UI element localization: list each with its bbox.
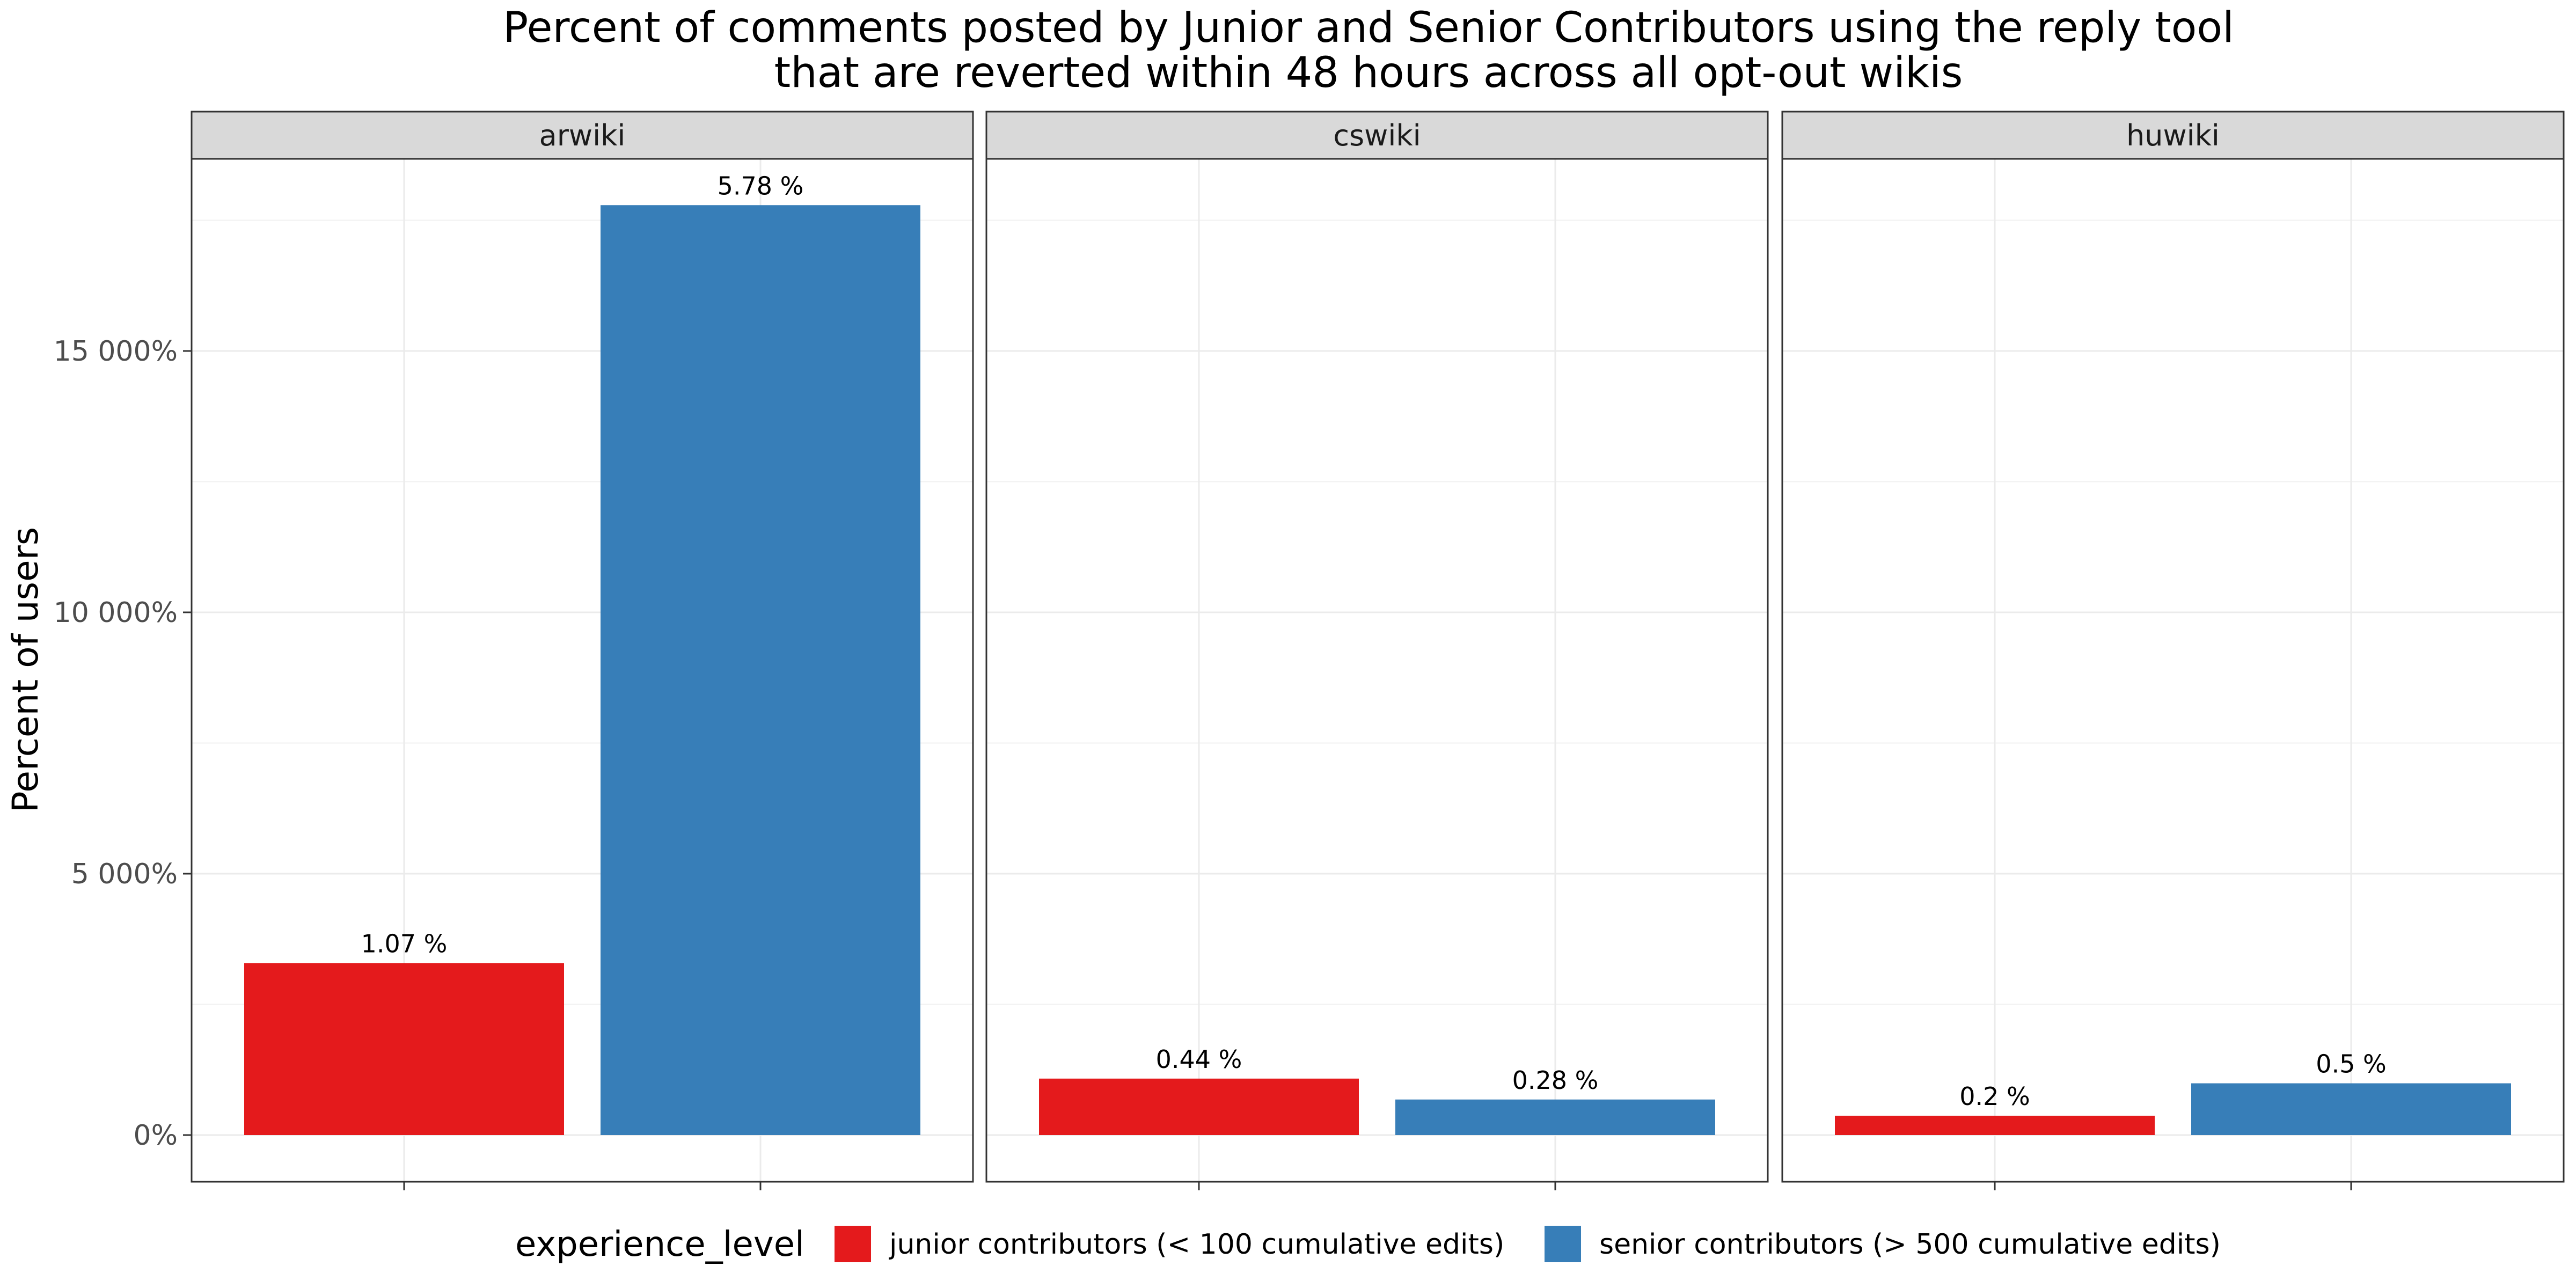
data-label: 0.28 % xyxy=(1512,1066,1599,1095)
facet-strip-label: cswiki xyxy=(1333,119,1421,152)
facet-strip xyxy=(985,111,1769,160)
chart-subtitle: that are reverted within 48 hours across… xyxy=(774,49,1963,97)
legend: experience_level junior contributors (< 1… xyxy=(515,1225,2221,1264)
facet-panel-huwiki: 0.2 % 0.5 % huwiki xyxy=(1781,111,2565,1190)
facet-panels: 1.07 % 5.78 % arwiki 0.44 % 0.28 % cswiki 0.2 … xyxy=(191,111,2565,1190)
data-label: 0.5 % xyxy=(2316,1050,2387,1079)
legend-key-senior xyxy=(1545,1226,1581,1262)
bar-cswiki-junior xyxy=(1039,1078,1359,1135)
facet-strip-label: huwiki xyxy=(2126,119,2220,152)
data-label: 0.2 % xyxy=(1959,1082,2030,1111)
legend-label: junior contributors (< 100 cumulative ed… xyxy=(889,1228,1504,1261)
y-tick-label: 10 000% xyxy=(54,597,178,629)
facet-panel-cswiki: 0.44 % 0.28 % cswiki xyxy=(985,111,1769,1190)
bar-huwiki-junior xyxy=(1835,1115,2155,1135)
panel-background xyxy=(986,159,1768,1182)
data-label: 5.78 % xyxy=(718,171,804,200)
bar-arwiki-senior xyxy=(601,205,920,1135)
chart-title: Percent of comments posted by Junior and… xyxy=(503,4,2234,52)
facet-strip-label: arwiki xyxy=(539,119,626,152)
y-tick-label: 5 000% xyxy=(71,858,178,890)
y-tick-label: 15 000% xyxy=(54,335,178,368)
legend-key-junior xyxy=(835,1226,871,1262)
data-label: 1.07 % xyxy=(361,930,448,958)
legend-label: senior contributors (> 500 cumulative ed… xyxy=(1599,1228,2221,1261)
facet-strip xyxy=(1781,111,2565,160)
bar-huwiki-senior xyxy=(2191,1083,2511,1135)
legend-title: experience_level xyxy=(515,1225,804,1264)
y-axis-title: Percent of users xyxy=(5,527,46,813)
bar-cswiki-senior xyxy=(1395,1099,1715,1135)
facet-panel-arwiki: 1.07 % 5.78 % arwiki xyxy=(191,111,974,1190)
panel-background xyxy=(1782,159,2564,1182)
y-tick-label: 0% xyxy=(134,1119,178,1152)
data-label: 0.44 % xyxy=(1156,1045,1242,1074)
y-axis: 0% 5 000% 10 000% 15 000% xyxy=(54,335,192,1152)
bar-arwiki-junior xyxy=(244,963,564,1135)
facet-strip xyxy=(191,111,974,160)
